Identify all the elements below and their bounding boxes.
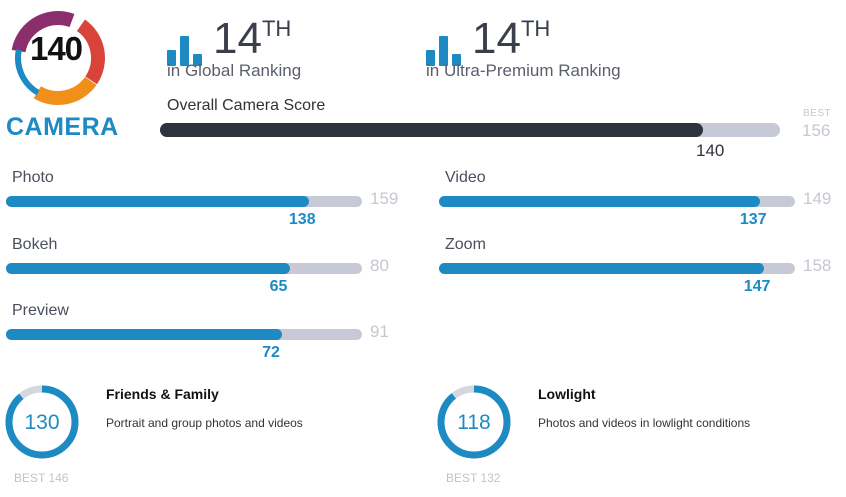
subscore-video: Video 149 137 bbox=[439, 169, 839, 229]
subscore-best: 159 bbox=[370, 189, 399, 208]
subscore-value: 147 bbox=[743, 278, 771, 295]
subscore-fill bbox=[6, 329, 283, 340]
subscore-preview: Preview 91 72 bbox=[6, 302, 406, 362]
subscore-fill bbox=[6, 263, 290, 274]
subscore-fill bbox=[6, 196, 309, 207]
global-rank-value: 14TH bbox=[213, 14, 292, 63]
score-ring-icon bbox=[5, 385, 79, 459]
ultra-premium-rank-label: in Ultra-Premium Ranking bbox=[426, 61, 621, 80]
subscore-track bbox=[6, 196, 362, 207]
overall-best-label: BEST bbox=[803, 108, 832, 119]
feature-best: BEST 146 bbox=[14, 471, 69, 485]
subscore-best: 91 bbox=[370, 322, 389, 341]
subscore-bokeh: Bokeh 80 65 bbox=[6, 236, 406, 296]
overall-progress-fill bbox=[160, 123, 703, 137]
subscore-best: 149 bbox=[803, 189, 832, 208]
feature-best: BEST 132 bbox=[446, 471, 501, 485]
subscore-fill bbox=[439, 263, 764, 274]
subscore-track bbox=[6, 329, 362, 340]
subscore-best: 80 bbox=[370, 256, 389, 275]
score-ring-icon bbox=[437, 385, 511, 459]
category-label: CAMERA bbox=[6, 113, 119, 141]
subscore-track bbox=[439, 263, 795, 274]
overall-score-value: 140 bbox=[696, 141, 725, 160]
subscore-fill bbox=[439, 196, 760, 207]
subscore-best: 158 bbox=[803, 256, 832, 275]
overall-progress-track bbox=[160, 123, 780, 137]
feature-friends-family: 130 BEST 146 Friends & Family Portrait a… bbox=[4, 384, 424, 489]
subscore-track bbox=[439, 196, 795, 207]
subscore-zoom: Zoom 158 147 bbox=[439, 236, 839, 296]
subscore-label: Zoom bbox=[445, 236, 486, 253]
feature-title: Lowlight bbox=[538, 386, 596, 402]
overall-best-value: 156 bbox=[802, 121, 831, 140]
bar-chart-icon bbox=[426, 36, 461, 66]
feature-description: Photos and videos in lowlight conditions bbox=[538, 416, 751, 430]
subscore-value: 65 bbox=[269, 278, 288, 295]
feature-score: 118 bbox=[457, 411, 491, 434]
subscore-track bbox=[6, 263, 362, 274]
bar-chart-icon bbox=[167, 36, 202, 66]
global-rank-label: in Global Ranking bbox=[167, 61, 302, 80]
subscore-value: 72 bbox=[262, 344, 280, 361]
feature-score: 130 bbox=[24, 411, 60, 434]
feature-lowlight: 118 BEST 132 Lowlight Photos and videos … bbox=[436, 384, 846, 489]
subscore-label: Bokeh bbox=[12, 236, 58, 253]
ultra-premium-rank-value: 14TH bbox=[472, 14, 551, 63]
logo-score: 140 bbox=[29, 30, 83, 67]
overall-title: Overall Camera Score bbox=[167, 97, 326, 114]
subscore-label: Preview bbox=[12, 302, 69, 319]
subscore-photo: Photo 159 138 bbox=[6, 169, 406, 229]
score-ring-logo-icon bbox=[11, 11, 105, 105]
feature-title: Friends & Family bbox=[106, 386, 219, 402]
subscore-label: Photo bbox=[12, 169, 54, 186]
subscore-value: 137 bbox=[739, 211, 767, 228]
subscore-label: Video bbox=[445, 169, 486, 186]
feature-description: Portrait and group photos and videos bbox=[106, 416, 303, 430]
subscore-value: 138 bbox=[288, 211, 316, 228]
